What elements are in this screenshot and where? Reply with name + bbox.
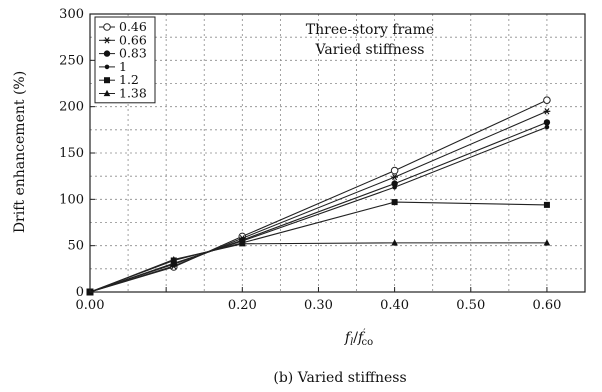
x-axis-title-sub-l: l — [350, 337, 353, 348]
legend-label: 0.83 — [119, 46, 147, 61]
legend-entry: 0.46 — [99, 19, 147, 34]
legend-box — [94, 16, 156, 104]
y-tick-label: 250 — [59, 53, 84, 68]
annotation-line-1: Three-story frame — [306, 22, 434, 38]
data-point — [543, 119, 551, 126]
figure-caption: (b) Varied stiffness — [273, 370, 406, 386]
legend-entry: 0.83 — [99, 46, 147, 61]
tick-labels: 0 50 100 150 200 250 300 0.00 0.20 0.30 0.40 0.50 0.… — [59, 7, 561, 313]
legend-label: 0.66 — [119, 32, 147, 47]
series-layer — [86, 96, 551, 296]
data-point — [391, 199, 398, 206]
legend-entry: 1.2 — [99, 72, 139, 87]
data-point — [391, 239, 398, 246]
legend-label: 1 — [119, 59, 127, 74]
x-axis-title-sub-co: co — [361, 337, 373, 348]
y-tick-label: 0 — [76, 285, 84, 300]
legend-entry: 1.38 — [99, 86, 147, 101]
series-0-66 — [89, 108, 551, 293]
legend-marker — [103, 23, 111, 31]
x-tick-label: 0.20 — [228, 298, 257, 313]
series-1-38 — [89, 239, 551, 293]
series-line — [89, 99, 548, 293]
x-tick-label: 0.60 — [532, 298, 561, 313]
series-1 — [89, 124, 550, 293]
legend-marker — [103, 50, 111, 57]
x-axis-title-slash: / — [353, 330, 358, 346]
data-point — [543, 108, 551, 115]
y-tick-label: 150 — [59, 146, 84, 161]
x-tick-label: 0.40 — [380, 298, 409, 313]
data-point — [239, 240, 246, 247]
data-point — [543, 96, 551, 104]
data-point — [170, 255, 178, 263]
x-axis-title-f2: f — [357, 330, 366, 346]
data-point — [390, 166, 399, 175]
legend-marker — [104, 77, 110, 84]
legend-label: 1.2 — [119, 72, 139, 87]
x-axis-title: fl/f′ co — [344, 328, 373, 348]
y-tick-label: 200 — [59, 100, 84, 115]
x-axis-title-f1: f — [344, 330, 353, 346]
annotation-line-2: Varied stiffness — [315, 42, 425, 58]
y-tick-label: 300 — [59, 7, 84, 22]
y-axis-title: Drift enhancement (%) — [12, 71, 28, 233]
legend-entry: 1 — [99, 59, 127, 74]
y-tick-label: 100 — [59, 192, 84, 207]
data-point — [544, 124, 550, 130]
legend-label: 0.46 — [119, 19, 147, 34]
data-point — [391, 180, 398, 187]
legend-marker — [103, 89, 111, 97]
series-0-46 — [89, 96, 551, 293]
x-axis-title-prime: ′ — [363, 328, 366, 339]
data-point — [543, 239, 551, 246]
data-point — [391, 173, 399, 181]
legend-label: 1.38 — [119, 86, 147, 101]
legend-marker — [104, 64, 110, 70]
x-tick-label: 0.00 — [76, 298, 105, 313]
data-point — [392, 184, 397, 190]
legend-entry: 0.66 — [99, 32, 147, 47]
data-point — [543, 201, 550, 208]
y-tick-label: 50 — [67, 239, 84, 254]
legend-marker — [103, 37, 111, 44]
x-tick-label: 0.50 — [456, 298, 485, 313]
x-tick-label: 0.30 — [304, 298, 333, 313]
